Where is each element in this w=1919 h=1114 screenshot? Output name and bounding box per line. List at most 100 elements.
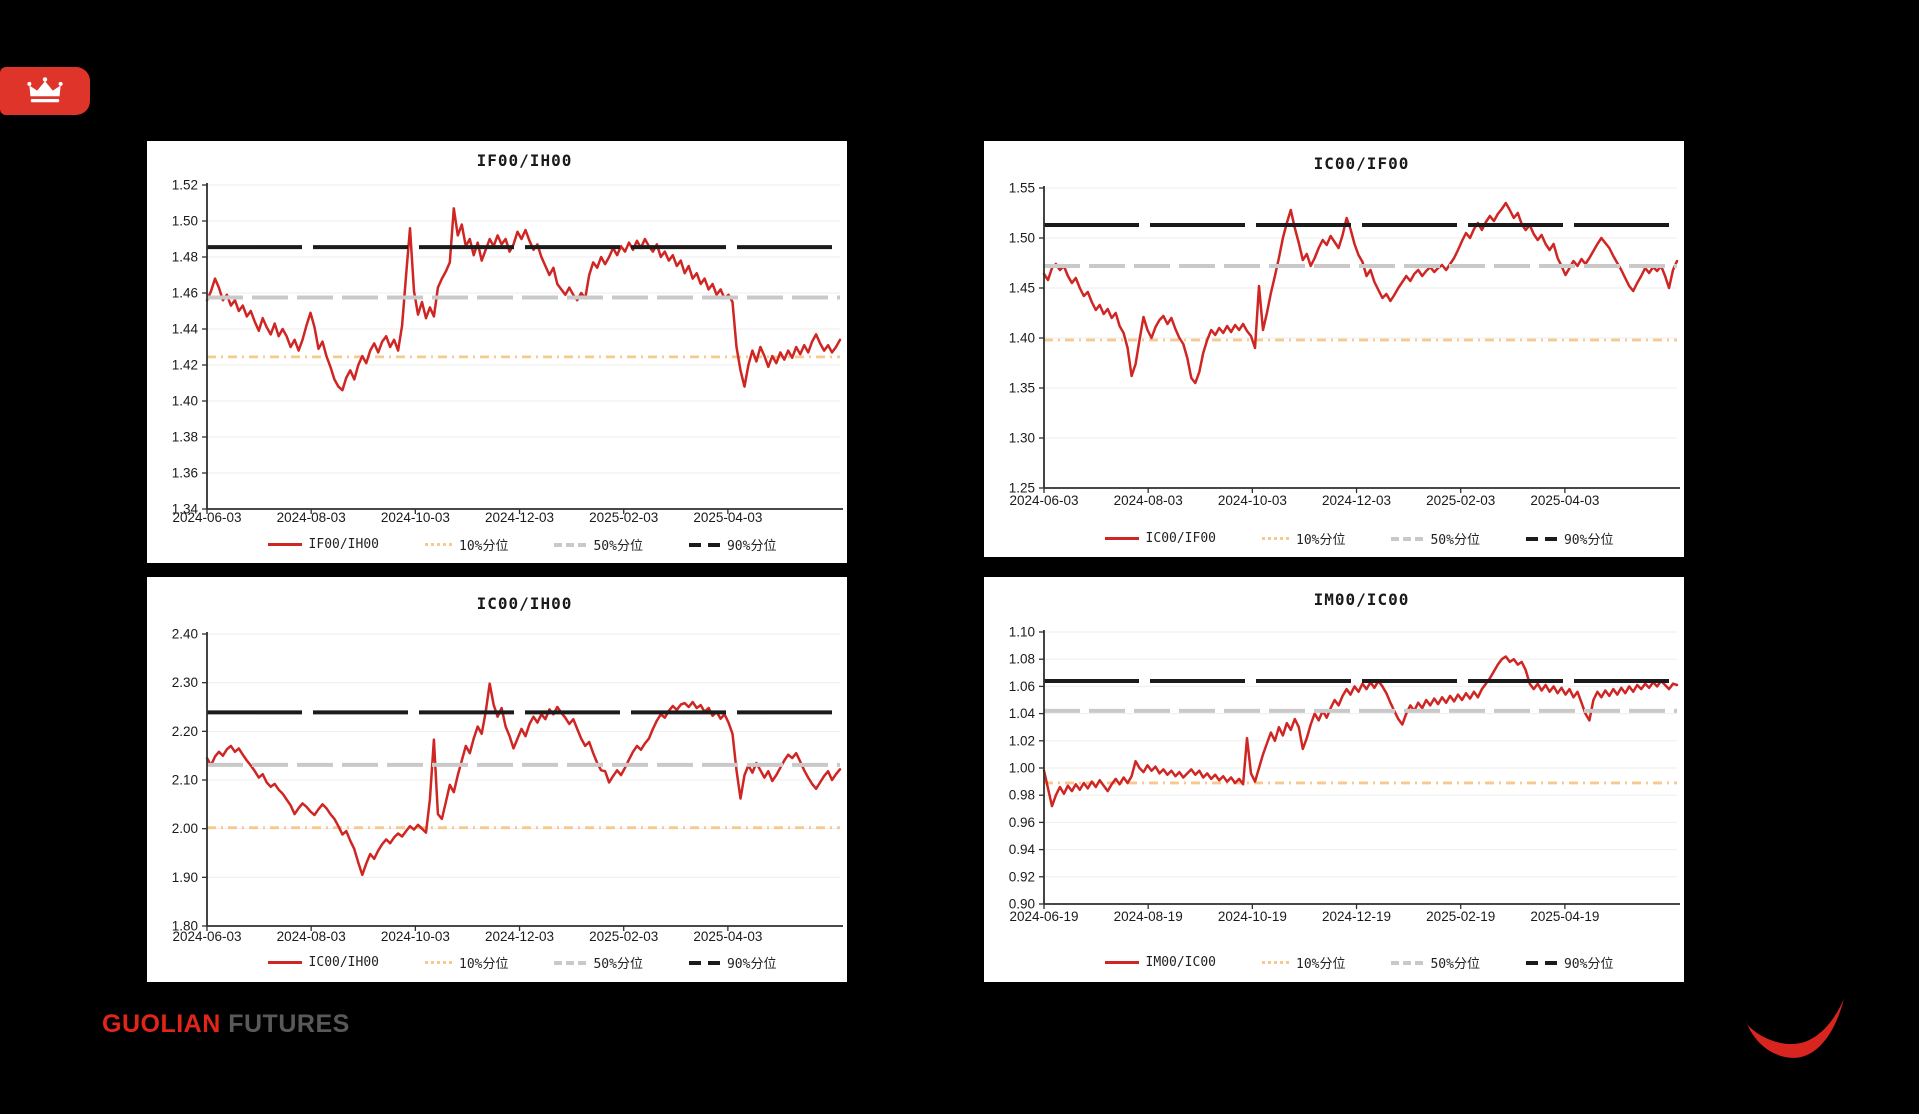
- p90-dashed-swatch: [688, 960, 720, 965]
- legend-label: 10%分位: [459, 539, 509, 554]
- legend-item-p10: 10%分位: [425, 953, 508, 972]
- y-tick-label: 1.04: [1009, 706, 1036, 721]
- y-tick-label: 1.06: [1009, 679, 1035, 694]
- legend-label: 90%分位: [1563, 533, 1614, 548]
- x-tick-label: 2024-06-03: [172, 510, 241, 525]
- legend-label: 10%分位: [459, 957, 509, 972]
- y-tick-label: 1.50: [1009, 231, 1035, 246]
- y-tick-label: 1.25: [1009, 481, 1035, 496]
- y-tick-label: 1.50: [172, 214, 198, 229]
- legend-item-p50: 50%分位: [554, 953, 643, 972]
- y-tick-label: 0.94: [1009, 842, 1036, 857]
- legend-item-p90: 90%分位: [1525, 529, 1614, 548]
- x-tick-label: 2025-04-03: [1530, 493, 1599, 508]
- y-tick-label: 2.10: [172, 773, 198, 788]
- plot-im00-ic00: 0.90 0.92 0.94 0.96 0.98 1.00 1.02 1.04 1.06 1.08…: [1009, 625, 1680, 924]
- series-line: [1042, 201, 1679, 385]
- y-tick-label: 1.46: [172, 286, 198, 301]
- y-tick-label: 1.80: [172, 919, 198, 934]
- legend-label: 90%分位: [726, 539, 777, 554]
- chart-legend: IF00/IH00 10%分位 50%分位 90%分位: [197, 535, 847, 554]
- legend-item-series: IM00/IC00: [1104, 955, 1216, 970]
- series-line: [1042, 655, 1679, 808]
- legend-item-p10: 10%分位: [425, 535, 508, 554]
- p90-dashed-swatch: [688, 542, 720, 547]
- legend-label: 50%分位: [1430, 957, 1480, 972]
- chart-panel-ic00-if00: 1.25 1.30 1.35 1.40 1.45 1.50 1.55 2024-06-03 20…: [984, 141, 1684, 557]
- legend-label: 90%分位: [726, 957, 777, 972]
- chart-title: IM00/IC00: [1313, 590, 1410, 609]
- x-tick-label: 2025-04-03: [693, 929, 762, 944]
- chart-panel-if00-ih00: 1.34 1.36 1.38 1.40 1.42 1.44 1.46 1.48 1.50 1.52…: [147, 141, 847, 563]
- legend-label: IC00/IF00: [1145, 531, 1216, 546]
- legend-item-series: IC00/IH00: [267, 955, 379, 970]
- y-tick-label: 1.10: [1009, 625, 1035, 640]
- legend-item-p10: 10%分位: [1262, 953, 1345, 972]
- legend-item-p10: 10%分位: [1262, 529, 1345, 548]
- legend-label: 10%分位: [1296, 957, 1346, 972]
- series-line-swatch: [267, 542, 302, 547]
- legend-label: IM00/IC00: [1145, 955, 1216, 970]
- y-tick-label: 1.08: [1009, 652, 1035, 667]
- y-tick-label: 0.98: [1009, 788, 1035, 803]
- p50-dashed-swatch: [1391, 536, 1424, 541]
- p90-dashed-swatch: [1525, 536, 1557, 541]
- x-tick-label: 2024-08-03: [277, 929, 346, 944]
- x-tick-label: 2024-12-03: [485, 510, 554, 525]
- y-tick-label: 1.00: [1009, 761, 1035, 776]
- x-tick-label: 2024-10-03: [381, 510, 450, 525]
- x-tick-label: 2024-12-03: [485, 929, 554, 944]
- p50-dashed-swatch: [1391, 960, 1424, 965]
- x-tick-label: 2025-02-03: [1426, 493, 1495, 508]
- plot-ic00-if00: 1.25 1.30 1.35 1.40 1.45 1.50 1.55 2024-06-03 20…: [1009, 181, 1680, 508]
- p10-dotted-swatch: [1262, 961, 1289, 964]
- chart-legend: IC00/IF00 10%分位 50%分位 90%分位: [1034, 529, 1684, 548]
- plot-if00-ih00: 1.34 1.36 1.38 1.40 1.42 1.44 1.46 1.48 1.50 1.52…: [172, 178, 843, 525]
- legend-item-series: IF00/IH00: [267, 537, 379, 552]
- crown-icon: [27, 77, 63, 103]
- y-tick-label: 1.55: [1009, 181, 1035, 196]
- y-tick-label: 1.40: [172, 394, 198, 409]
- p50-dashed-swatch: [554, 960, 587, 965]
- x-tick-label: 2025-02-19: [1426, 909, 1495, 924]
- x-tick-label: 2024-06-03: [1009, 493, 1078, 508]
- y-tick-label: 2.40: [172, 627, 198, 642]
- legend-item-p50: 50%分位: [1391, 529, 1480, 548]
- y-tick-label: 2.30: [172, 675, 198, 690]
- y-tick-label: 2.00: [172, 821, 198, 836]
- y-tick-label: 1.36: [172, 466, 198, 481]
- x-tick-label: 2024-08-03: [1114, 493, 1183, 508]
- y-tick-label: 1.45: [1009, 281, 1035, 296]
- legend-item-p90: 90%分位: [688, 535, 777, 554]
- legend-item-p50: 50%分位: [1391, 953, 1480, 972]
- legend-item-p90: 90%分位: [688, 953, 777, 972]
- x-tick-label: 2024-12-19: [1322, 909, 1391, 924]
- x-tick-label: 2025-02-03: [589, 510, 658, 525]
- x-tick-label: 2024-10-03: [381, 929, 450, 944]
- legend-item-p50: 50%分位: [554, 535, 643, 554]
- y-tick-label: 0.90: [1009, 897, 1035, 912]
- series-line: [205, 207, 842, 392]
- x-tick-label: 2025-04-19: [1530, 909, 1599, 924]
- x-tick-label: 2025-02-03: [589, 929, 658, 944]
- series-line-swatch: [267, 960, 302, 965]
- x-tick-label: 2024-12-03: [1322, 493, 1391, 508]
- brand-guolian: GUOLIAN: [102, 1010, 221, 1038]
- y-tick-label: 1.48: [172, 250, 198, 265]
- p10-dotted-swatch: [425, 543, 452, 546]
- y-tick-label: 1.38: [172, 430, 198, 445]
- x-tick-label: 2024-10-19: [1218, 909, 1287, 924]
- series-line: [205, 682, 842, 877]
- chart-title: IC00/IF00: [1313, 154, 1410, 173]
- legend-label: 10%分位: [1296, 533, 1346, 548]
- series-line-swatch: [1104, 536, 1139, 541]
- y-tick-label: 0.92: [1009, 869, 1035, 884]
- x-tick-label: 2024-06-19: [1009, 909, 1078, 924]
- y-tick-label: 1.40: [1009, 331, 1035, 346]
- p10-dotted-swatch: [425, 961, 452, 964]
- chart-panel-im00-ic00: 0.90 0.92 0.94 0.96 0.98 1.00 1.02 1.04 1.06 1.08…: [984, 577, 1684, 982]
- x-tick-label: 2024-08-19: [1114, 909, 1183, 924]
- brand-futures: FUTURES: [228, 1010, 350, 1038]
- y-tick-label: 0.96: [1009, 815, 1035, 830]
